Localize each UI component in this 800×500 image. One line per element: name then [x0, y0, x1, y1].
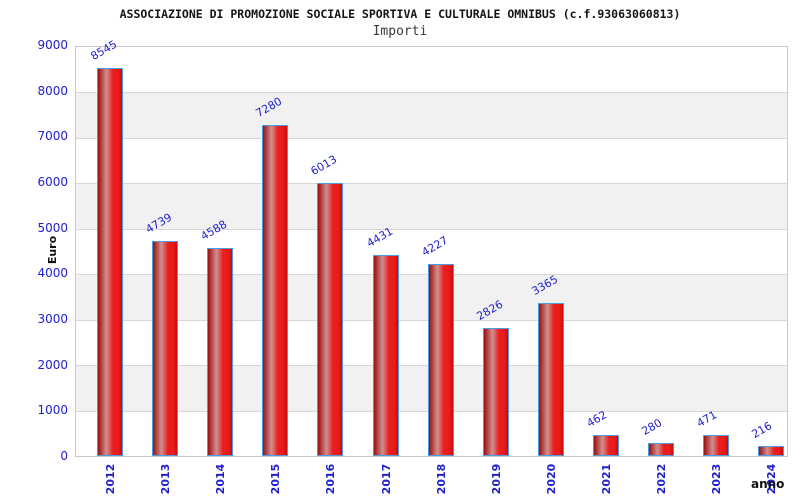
plot-band: [76, 47, 787, 93]
x-tick-label-2014: 2014: [213, 463, 227, 495]
x-tick-label-2017: 2017: [379, 463, 392, 495]
bar-2019: [482, 327, 509, 456]
plot-band: [76, 137, 787, 184]
x-tick-label-2012: 2012: [103, 463, 117, 495]
y-tick-label: 3000: [37, 312, 68, 326]
gridline: [76, 137, 787, 139]
bar-2020: [537, 303, 564, 456]
x-tick-label-2013: 2013: [158, 463, 172, 495]
x-tick-label-2016: 2016: [323, 463, 337, 495]
gridline: [76, 183, 787, 185]
x-tick-label-2020: 2020: [544, 463, 558, 495]
y-tick-label: 7000: [37, 129, 68, 144]
x-tick-label-2018: 2018: [434, 463, 448, 495]
y-tick-label: 5000: [37, 220, 68, 235]
y-tick-label: 6000: [37, 175, 68, 189]
plot-area: 8545 4739 4588 7280 6013 4431 4227 2826 3365 462 2…: [75, 37, 788, 457]
bar-2012: [97, 67, 123, 456]
gridline: [76, 228, 787, 230]
bar-2023: [703, 434, 730, 456]
bar-2016: [317, 182, 344, 456]
bar-2021: [592, 435, 619, 456]
bar-2018: [427, 263, 454, 456]
y-axis-label: Euro: [45, 235, 59, 265]
chart-title: ASSOCIAZIONE DI PROMOZIONE SOCIALE SPORT…: [119, 7, 681, 21]
bar-2013: [152, 240, 179, 456]
plot-band: [76, 92, 787, 138]
bar-2022: [648, 443, 674, 456]
bar-2017: [372, 254, 399, 456]
y-tick-label: 8000: [37, 83, 68, 98]
x-tick-label-2015: 2015: [268, 463, 282, 495]
y-tick-label: 0: [60, 449, 68, 463]
plot-band: [76, 183, 787, 229]
y-tick-label: 4000: [37, 266, 68, 281]
x-tick-label-2022: 2022: [654, 463, 668, 495]
x-tick-label-2019: 2019: [489, 463, 503, 495]
y-tick-label: 2000: [37, 357, 68, 372]
gridline: [76, 92, 787, 94]
y-tick-label: 1000: [37, 403, 68, 418]
bar-2014: [207, 247, 234, 456]
y-tick-label: 9000: [37, 38, 68, 52]
x-tick-label-2023: 2023: [709, 463, 723, 495]
bar-2015: [262, 125, 289, 456]
x-axis-label: anno: [751, 477, 785, 491]
chart-subtitle: Importi: [372, 24, 428, 39]
x-tick-label-2021: 2021: [599, 463, 613, 495]
bar-2024: [758, 446, 785, 456]
